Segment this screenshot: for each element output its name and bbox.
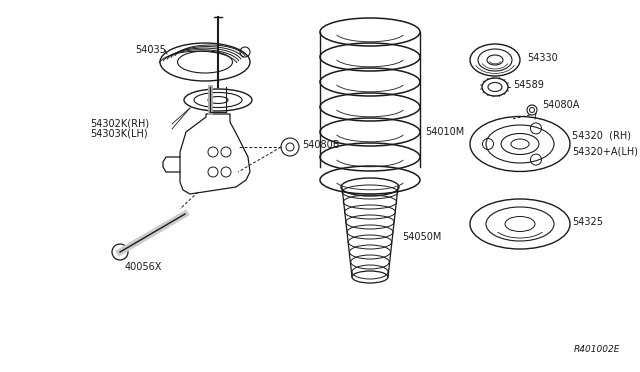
Text: 54325: 54325	[572, 217, 603, 227]
Text: 40056X: 40056X	[125, 262, 163, 272]
Text: 54080B: 54080B	[302, 140, 339, 150]
Text: 54320  (RH): 54320 (RH)	[572, 131, 631, 141]
Text: 54080A: 54080A	[542, 100, 579, 110]
Text: 54320+A(LH): 54320+A(LH)	[572, 147, 638, 157]
Text: 54050M: 54050M	[402, 232, 442, 242]
Text: 54035: 54035	[135, 45, 166, 55]
Text: 54330: 54330	[527, 53, 557, 63]
Text: 54589: 54589	[513, 80, 544, 90]
Text: R401002E: R401002E	[573, 345, 620, 354]
Text: 54010M: 54010M	[425, 127, 464, 137]
Text: 54303K(LH): 54303K(LH)	[90, 129, 148, 139]
Text: 54302K(RH): 54302K(RH)	[90, 119, 149, 129]
